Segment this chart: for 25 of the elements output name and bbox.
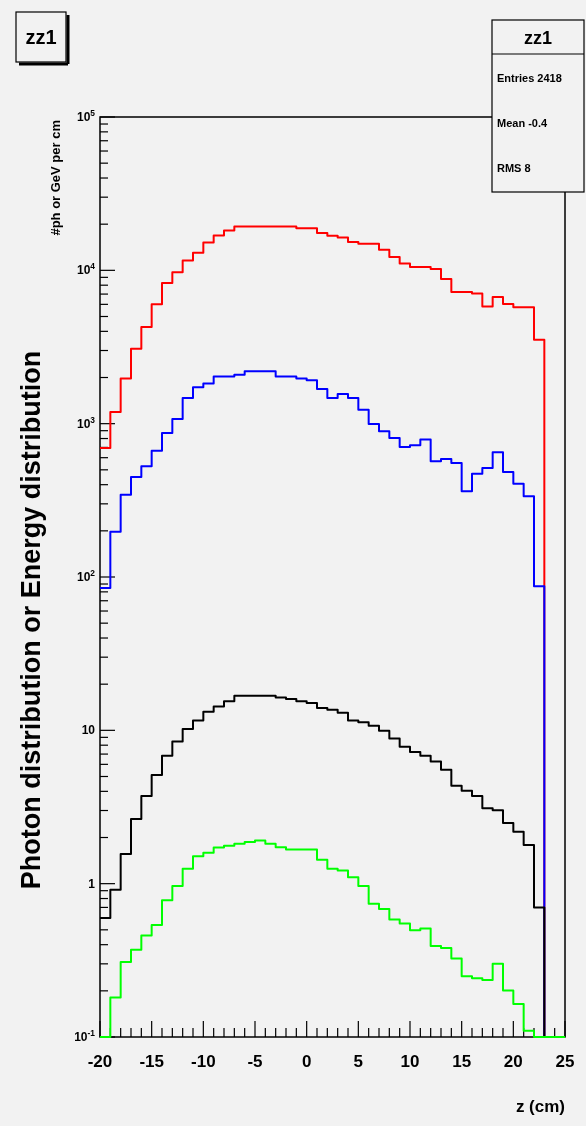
- annotation: Mean -0.4: [497, 117, 549, 129]
- x-tick-label: 10: [400, 1052, 420, 1071]
- y-axis-title: #ph or GeV per cm: [48, 120, 63, 236]
- x-tick-label: 0: [301, 1052, 312, 1071]
- y-tick-label: 10$^{5}$: [76, 108, 96, 124]
- annotation: RMS 8: [497, 162, 531, 174]
- y-tick-label: 10$^{-1}$: [74, 1028, 96, 1044]
- x-tick-label: -10: [191, 1052, 216, 1071]
- x-tick-label: 15: [452, 1052, 472, 1071]
- x-tick-label: -20: [87, 1052, 113, 1071]
- text: Photon distribution or Energy distribution: [16, 350, 46, 890]
- text: zz1: [523, 28, 553, 48]
- x-axis-title: z (cm): [515, 1097, 565, 1116]
- chart-title: zz1: [25, 26, 57, 48]
- y-tick-label: 10: [81, 723, 96, 738]
- x-tick-label: 5: [353, 1052, 364, 1071]
- y-tick-label: 10$^{3}$: [76, 414, 96, 431]
- x-tick-label: -15: [139, 1052, 164, 1071]
- text: Entries 2418: [497, 72, 562, 84]
- x-tick-label: 20: [503, 1052, 523, 1071]
- y-tick-label: 1: [88, 876, 96, 891]
- x-tick-label: 25: [555, 1052, 575, 1071]
- y-tick-label: 10$^{4}$: [76, 261, 96, 278]
- y-tick-label: 10$^{2}$: [76, 568, 96, 584]
- x-tick-label: -5: [247, 1052, 263, 1071]
